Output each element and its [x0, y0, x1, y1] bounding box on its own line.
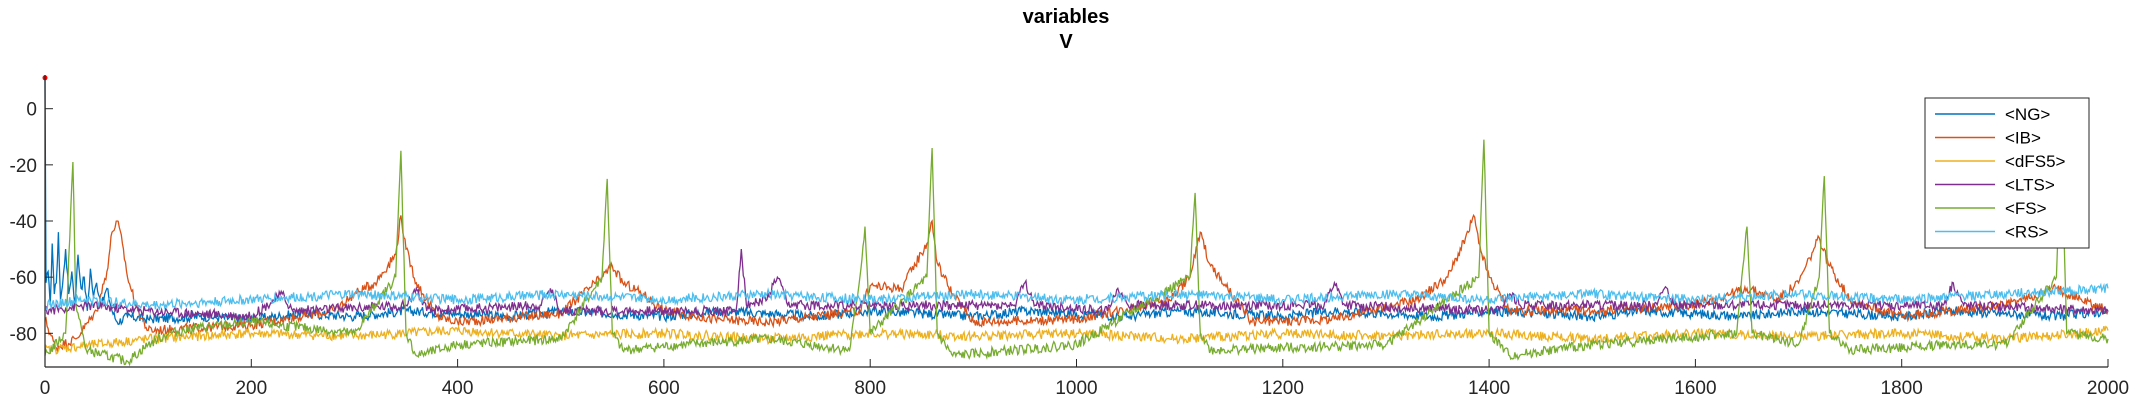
x-tick-label: 1600 — [1674, 378, 1716, 399]
y-tick-label: 0 — [26, 100, 37, 121]
x-tick-label: 2000 — [2087, 378, 2129, 399]
y-tick-label: -80 — [10, 324, 37, 345]
x-tick-label: 0 — [40, 378, 51, 399]
y-tick-label: -40 — [10, 212, 37, 233]
legend-label: <FS> — [2005, 199, 2047, 218]
series-line — [44, 213, 2109, 354]
y-tick-label: -20 — [10, 156, 37, 177]
x-tick-label: 1800 — [1881, 378, 1923, 399]
y-tick-label: -60 — [10, 268, 37, 289]
legend-label: <dFS5> — [2005, 152, 2066, 171]
x-tick-label: 1000 — [1055, 378, 1097, 399]
series-line — [44, 249, 2109, 322]
legend-label: <LTS> — [2005, 176, 2055, 195]
chart-title: variables — [1023, 6, 1110, 28]
legend-label: <IB> — [2005, 129, 2041, 148]
x-tick-label: 1400 — [1468, 378, 1510, 399]
x-tick-label: 200 — [235, 378, 267, 399]
series-line — [44, 282, 2109, 311]
series-line — [44, 77, 2109, 326]
legend-items: <NG> <IB> <dFS5> <LTS> <FS> <RS> — [1935, 105, 2066, 242]
x-tick-label: 1200 — [1262, 378, 1304, 399]
series-line — [44, 139, 2109, 367]
plot-area: 0 200 400 600 800 1000 1200 1400 1600 1800 2000 0 -… — [10, 75, 2129, 399]
legend-box — [1924, 97, 2090, 249]
y-ticks: 0 -20 -40 -60 -80 — [10, 100, 53, 345]
x-tick-label: 400 — [442, 378, 474, 399]
legend[interactable]: <NG> <IB> <dFS5> <LTS> <FS> <RS> — [1924, 97, 2090, 249]
series-layer — [42, 75, 2109, 367]
x-tick-label: 600 — [648, 378, 680, 399]
axes-background — [45, 75, 2108, 367]
x-tick-label: 800 — [854, 378, 886, 399]
chart-subtitle: V — [1059, 31, 1073, 53]
legend-label: <RS> — [2005, 223, 2049, 242]
x-ticks: 0 200 400 600 800 1000 1200 1400 1600 1800 2000 — [40, 359, 2129, 399]
series-line — [44, 324, 2109, 355]
legend-label: <NG> — [2005, 105, 2050, 124]
